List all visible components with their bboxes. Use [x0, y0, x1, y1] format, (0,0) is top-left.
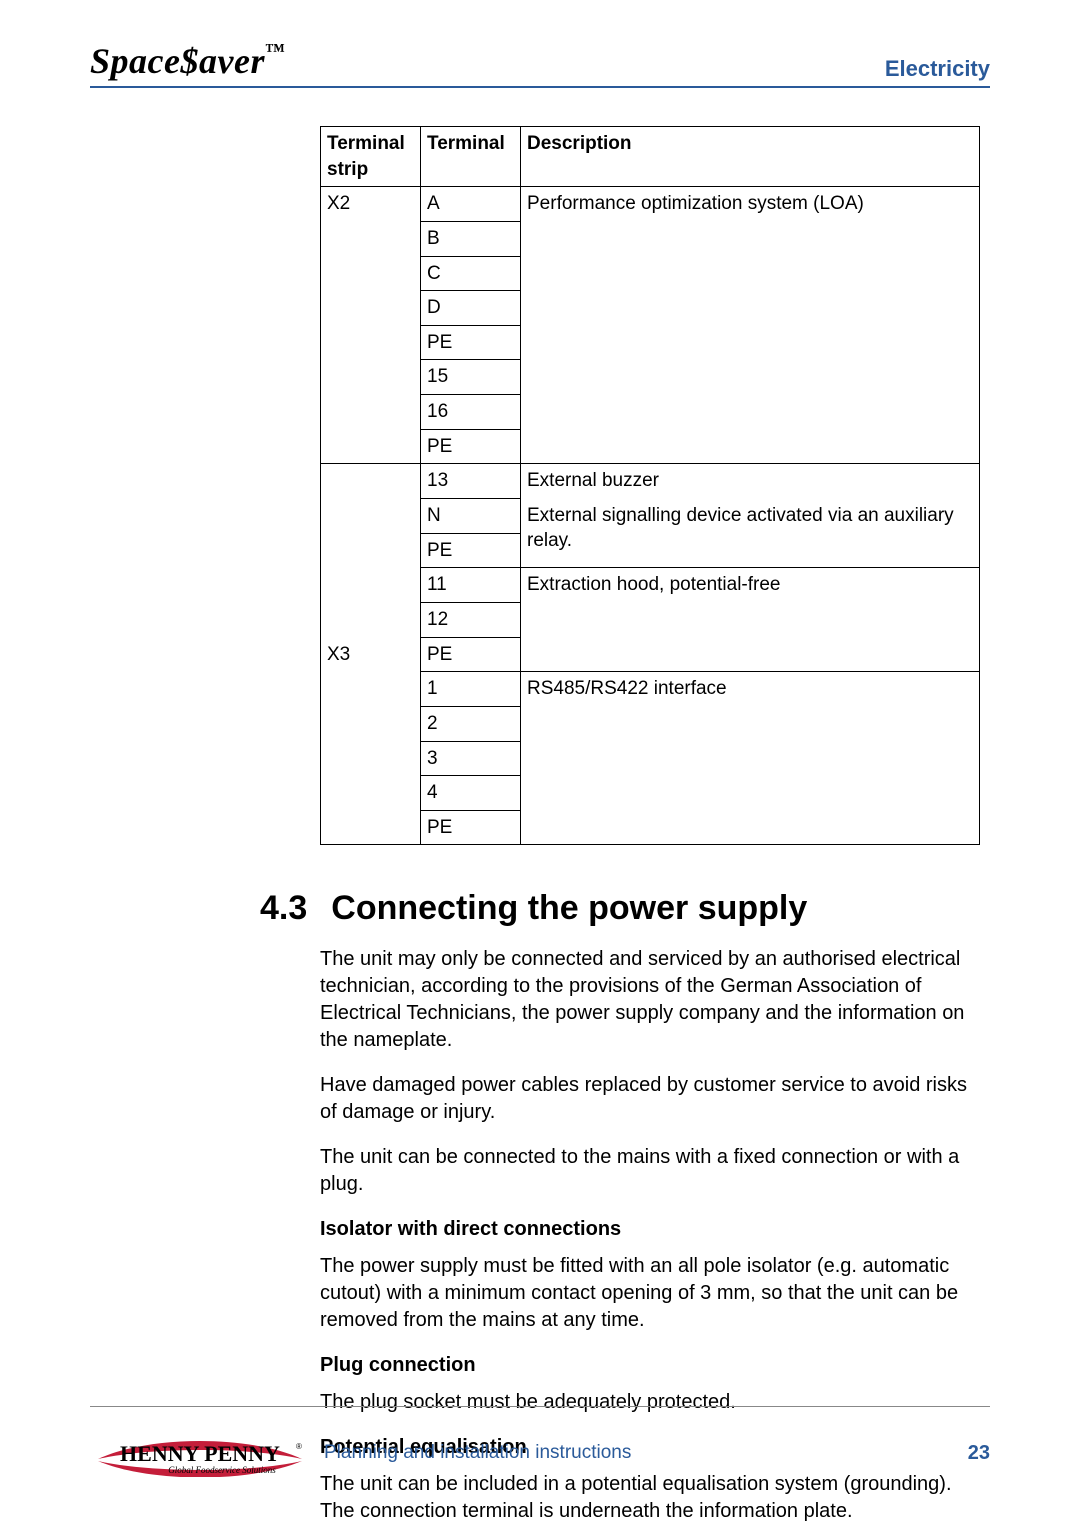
footer-page-number: 23	[968, 1442, 990, 1465]
subheading: Isolator with direct connections	[320, 1216, 980, 1243]
section-number: 4.3	[260, 889, 307, 928]
paragraph: The unit may only be connected and servi…	[320, 946, 980, 1054]
cell-terminal: C	[421, 256, 521, 291]
footer-rule	[90, 1406, 990, 1407]
table-row: X2 A Performance optimization system (LO…	[321, 187, 980, 222]
cell-terminal: PE	[421, 637, 521, 672]
section-heading: 4.3 Connecting the power supply	[260, 889, 990, 928]
footer-brand-sub: Global Foodservice Solutions	[168, 1465, 276, 1475]
table-header-row: Terminal strip Terminal Description	[321, 127, 980, 187]
page-header: Space$aver™ Electricity	[90, 40, 990, 88]
th-description: Description	[521, 127, 980, 187]
cell-terminal: 13	[421, 464, 521, 499]
cell-terminal: N	[421, 499, 521, 534]
logo-text-prefix: Space	[90, 41, 180, 81]
cell-description: Performance optimization system (LOA)	[521, 187, 980, 464]
cell-terminal: PE	[421, 325, 521, 360]
cell-description: External buzzer	[521, 464, 980, 499]
cell-strip: X2	[321, 187, 421, 464]
th-terminal-strip: Terminal strip	[321, 127, 421, 187]
subheading: Plug connection	[320, 1352, 980, 1379]
footer-logo: HENNY PENNY ® Global Foodservice Solutio…	[90, 1429, 310, 1477]
cell-strip: X3	[321, 464, 421, 845]
cell-terminal: 3	[421, 741, 521, 776]
footer-row: HENNY PENNY ® Global Foodservice Solutio…	[90, 1429, 990, 1477]
logo-tm: ™	[265, 40, 286, 62]
cell-terminal: 15	[421, 360, 521, 395]
cell-terminal: 12	[421, 602, 521, 637]
cell-description: Extraction hood, potential-free	[521, 568, 980, 672]
paragraph: The power supply must be fitted with an …	[320, 1253, 980, 1334]
footer-center-text: Planning and installation instructions	[324, 1442, 968, 1464]
cell-terminal: 4	[421, 776, 521, 811]
content-column: Terminal strip Terminal Description X2 A…	[320, 126, 980, 845]
cell-terminal: PE	[421, 533, 521, 568]
header-section-label: Electricity	[885, 56, 990, 82]
logo-dollar: $	[180, 41, 199, 81]
cell-description: RS485/RS422 interface	[521, 672, 980, 845]
svg-text:®: ®	[296, 1442, 302, 1451]
logo-text-suffix: aver	[199, 41, 265, 81]
terminal-table: Terminal strip Terminal Description X2 A…	[320, 126, 980, 845]
paragraph: The unit can be connected to the mains w…	[320, 1144, 980, 1198]
cell-terminal: PE	[421, 810, 521, 845]
page-footer: HENNY PENNY ® Global Foodservice Solutio…	[90, 1406, 990, 1477]
footer-brand-text: HENNY PENNY	[120, 1441, 280, 1466]
cell-terminal: 11	[421, 568, 521, 603]
cell-terminal: PE	[421, 429, 521, 464]
paragraph: Have damaged power cables replaced by cu…	[320, 1072, 980, 1126]
table-row: X3 13 External buzzer	[321, 464, 980, 499]
cell-terminal: B	[421, 221, 521, 256]
cell-terminal: 1	[421, 672, 521, 707]
cell-description: External signalling device activated via…	[521, 499, 980, 568]
th-terminal: Terminal	[421, 127, 521, 187]
cell-terminal: D	[421, 291, 521, 326]
logo-space-saver: Space$aver™	[90, 40, 285, 82]
section-title: Connecting the power supply	[331, 889, 807, 928]
paragraph: The unit can be included in a potential …	[320, 1471, 980, 1525]
cell-terminal: A	[421, 187, 521, 222]
henny-penny-logo-icon: HENNY PENNY ® Global Foodservice Solutio…	[90, 1429, 310, 1477]
cell-terminal: 2	[421, 706, 521, 741]
cell-terminal: 16	[421, 395, 521, 430]
